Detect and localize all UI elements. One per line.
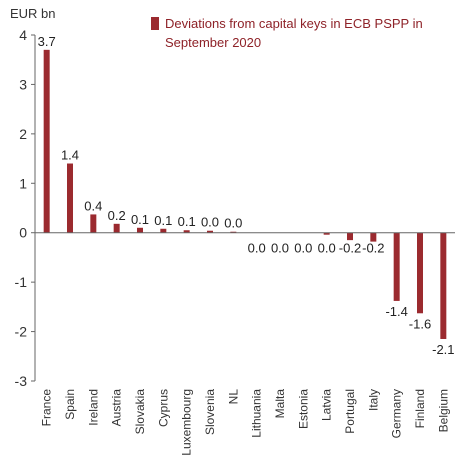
legend-label-line-1: Deviations from capital keys in ECB PSPP… — [165, 16, 423, 31]
x-tick-label-slovakia: Slovakia — [133, 389, 147, 435]
x-tick-label-luxembourg: Luxembourg — [180, 389, 194, 456]
x-tick-label-finland: Finland — [413, 389, 427, 428]
x-tick-label-austria: Austria — [110, 389, 124, 427]
bar-france — [43, 49, 50, 233]
x-tick-label-lithuania: Lithuania — [250, 389, 264, 438]
bar-spain — [67, 163, 73, 233]
y-tick-label: -2 — [15, 324, 28, 340]
y-axis-unit-label: EUR bn — [10, 6, 56, 21]
data-label-malta: 0.0 — [271, 241, 289, 256]
data-label-slovenia: 0.0 — [201, 215, 219, 230]
bar-italy — [370, 232, 377, 242]
data-label-luxembourg: 0.1 — [178, 214, 196, 229]
x-axis-labels: France Spain Ireland Austria Slovakia Cyprus L… — [40, 389, 451, 456]
y-tick-label: 4 — [19, 27, 27, 43]
legend-swatch — [151, 17, 159, 30]
bars — [43, 49, 447, 339]
data-label-austria: 0.2 — [108, 208, 126, 223]
y-tick-label: 0 — [19, 225, 27, 241]
data-label-lithuania: 0.0 — [248, 241, 266, 256]
bar-belgium — [440, 232, 447, 339]
bar-ireland — [90, 214, 97, 233]
data-label-latvia: 0.0 — [318, 241, 336, 256]
x-tick-label-malta: Malta — [273, 389, 287, 419]
data-label-ireland: 0.4 — [84, 198, 102, 213]
bar-slovenia — [207, 230, 213, 233]
bar-luxembourg — [183, 230, 190, 233]
legend-label: Deviations from capital keys in ECB PSPP… — [165, 16, 426, 50]
data-label-nl: 0.0 — [224, 216, 242, 231]
y-axis-ticks: 4 3 2 1 0 -1 -2 -3 — [15, 27, 35, 389]
x-tick-label-latvia: Latvia — [320, 389, 334, 421]
x-tick-label-estonia: Estonia — [296, 389, 310, 429]
x-tick-label-germany: Germany — [390, 389, 404, 438]
x-tick-label-slovenia: Slovenia — [203, 389, 217, 435]
data-label-france: 3.7 — [38, 34, 56, 49]
y-tick-label: 1 — [19, 175, 27, 191]
bar-slovakia — [137, 227, 143, 233]
bar-cyprus — [160, 228, 167, 233]
y-tick-label: 3 — [19, 76, 27, 92]
bar-latvia — [323, 232, 330, 235]
data-label-belgium: -2.1 — [432, 342, 454, 357]
data-label-italy: -0.2 — [362, 241, 384, 256]
x-tick-label-portugal: Portugal — [343, 389, 357, 434]
data-label-spain: 1.4 — [61, 148, 79, 163]
y-tick-label: 2 — [19, 126, 27, 142]
data-label-cyprus: 0.1 — [154, 213, 172, 228]
y-tick-label: -3 — [15, 373, 28, 389]
x-tick-label-cyprus: Cyprus — [156, 389, 170, 427]
x-tick-label-nl: NL — [226, 389, 240, 405]
bar-portugal — [347, 232, 353, 241]
legend: Deviations from capital keys in ECB PSPP… — [151, 16, 426, 50]
legend-label-line-2: September 2020 — [165, 35, 261, 50]
data-label-finland: -1.6 — [409, 316, 431, 331]
x-tick-label-france: France — [40, 389, 54, 427]
bar-germany — [393, 232, 400, 301]
x-tick-label-italy: Italy — [366, 389, 380, 411]
data-label-portugal: -0.2 — [339, 241, 361, 256]
x-tick-label-ireland: Ireland — [86, 389, 100, 426]
data-labels: 3.71.40.40.2 0.1 0.1 0.1 0.0 0.00.0 0.0 0.0 0.0-… — [38, 34, 455, 357]
data-label-germany: -1.4 — [385, 304, 407, 319]
bar-finland — [417, 232, 423, 314]
bar-austria — [113, 223, 120, 233]
x-tick-label-spain: Spain — [63, 389, 77, 420]
data-label-slovakia: 0.1 — [131, 212, 149, 227]
x-tick-label-belgium: Belgium — [436, 389, 450, 432]
data-label-estonia: 0.0 — [294, 241, 312, 256]
y-tick-label: -1 — [15, 274, 28, 290]
